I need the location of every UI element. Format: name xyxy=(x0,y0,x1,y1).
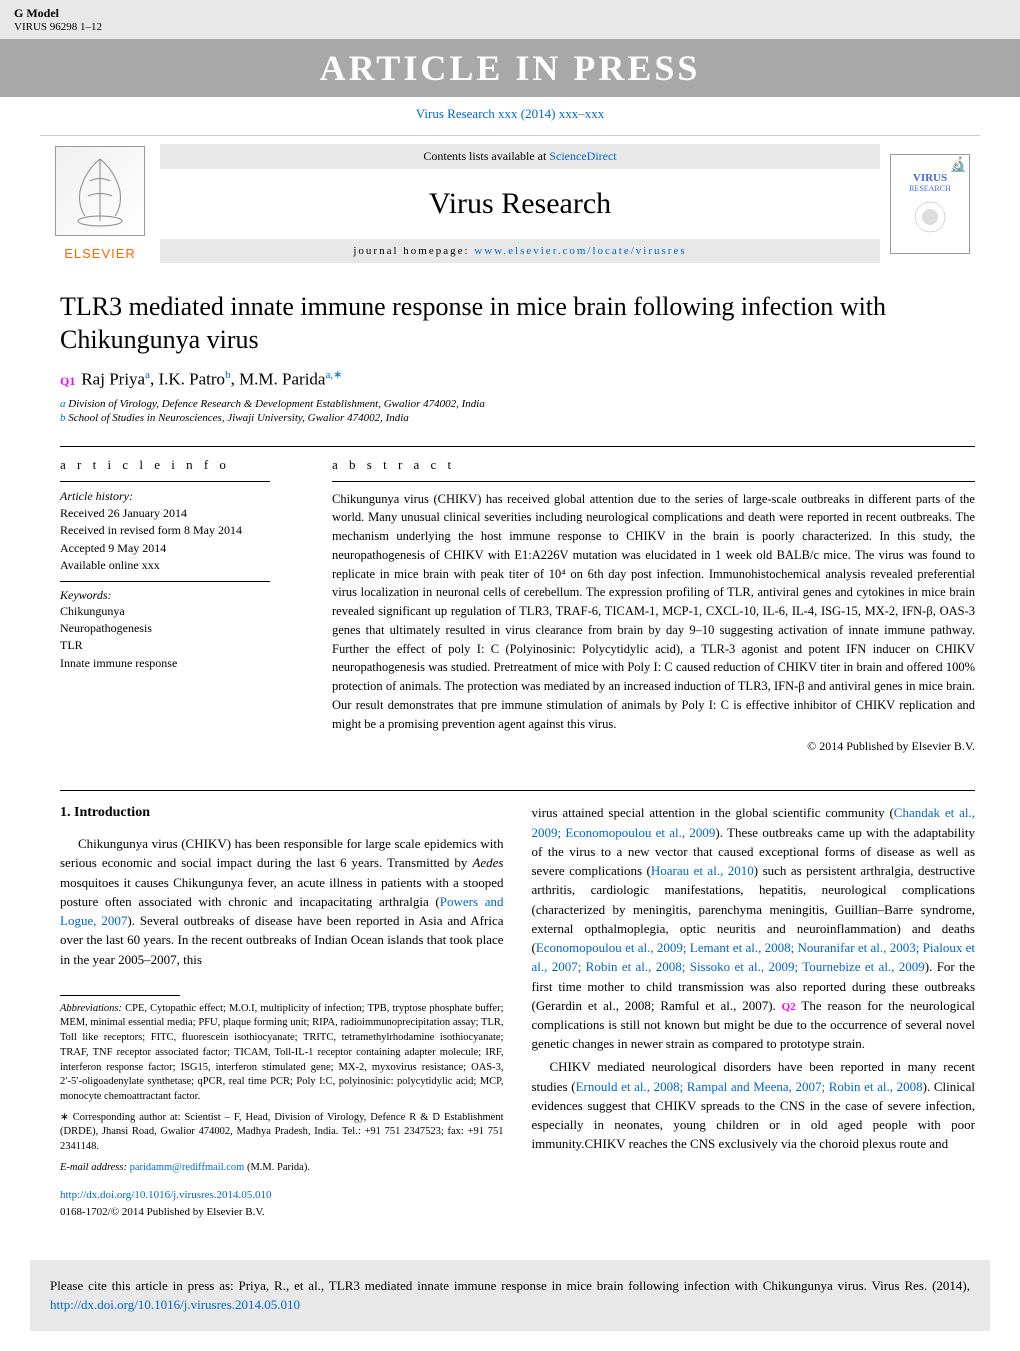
footnotes-block: Abbreviations: CPE, Cytopathic effect; M… xyxy=(60,995,504,1176)
affiliation-a: a Division of Virology, Defence Research… xyxy=(60,398,975,410)
keyword-3: TLR xyxy=(60,637,300,654)
author-3-corr: ∗ xyxy=(333,369,342,381)
intro-ref4[interactable]: Economopoulou et al., 2009; Lemant et al… xyxy=(532,940,976,974)
elsevier-text: ELSEVIER xyxy=(64,246,136,261)
history-accepted: Accepted 9 May 2014 xyxy=(60,540,300,557)
intro-para-2: virus attained special attention in the … xyxy=(532,803,976,1053)
intro-p1d: ). Several outbreaks of disease have bee… xyxy=(60,913,504,966)
intro-col-right: virus attained special attention in the … xyxy=(532,803,976,1219)
affil-a-text: Division of Virology, Defence Research &… xyxy=(68,398,485,410)
footnote-divider xyxy=(60,995,180,996)
homepage-url[interactable]: www.elsevier.com/locate/virusres xyxy=(474,245,686,257)
intro-para-1: Chikungunya virus (CHIKV) has been respo… xyxy=(60,834,504,969)
intro-ref5[interactable]: Ernould et al., 2008; Rampal and Meena, … xyxy=(576,1079,923,1094)
author-line: Q1Raj Priyaa, I.K. Patrob, M.M. Paridaa,… xyxy=(60,368,975,390)
article-info-block: a r t i c l e i n f o Article history: R… xyxy=(60,457,300,755)
email-suffix: (M.M. Parida). xyxy=(244,1162,310,1173)
cover-subtitle: RESEARCH xyxy=(909,184,951,193)
info-abstract-row: a r t i c l e i n f o Article history: R… xyxy=(60,446,975,755)
article-body: TLR3 mediated innate immune response in … xyxy=(0,271,1020,1230)
info-divider-1 xyxy=(60,481,270,482)
q1-mark: Q1 xyxy=(60,374,75,388)
doi-block: http://dx.doi.org/10.1016/j.virusres.201… xyxy=(60,1187,504,1220)
abstract-text: Chikungunya virus (CHIKV) has received g… xyxy=(332,490,975,734)
homepage-bar: journal homepage: www.elsevier.com/locat… xyxy=(160,239,880,263)
abbreviations-footnote: Abbreviations: CPE, Cytopathic effect; M… xyxy=(60,1002,504,1105)
email-footnote: E-mail address: paridamm@rediffmail.com … xyxy=(60,1161,504,1176)
keyword-1: Chikungunya xyxy=(60,603,300,620)
abstract-divider xyxy=(332,481,975,482)
article-title: TLR3 mediated innate immune response in … xyxy=(60,291,975,356)
article-id: VIRUS 96298 1–12 xyxy=(14,21,1006,33)
intro-p2a: virus attained special attention in the … xyxy=(532,805,894,820)
issn-line: 0168-1702/© 2014 Published by Elsevier B… xyxy=(60,1206,265,1218)
journal-model-bar: G Model VIRUS 96298 1–12 xyxy=(0,0,1020,39)
author-2: , I.K. Patro xyxy=(150,370,225,389)
info-divider-2 xyxy=(60,581,270,582)
abstract-block: a b s t r a c t Chikungunya virus (CHIKV… xyxy=(332,457,975,755)
history-received: Received 26 January 2014 xyxy=(60,505,300,522)
intro-para-3: CHIKV mediated neurological disorders ha… xyxy=(532,1057,976,1153)
cover-corner-icon: 🔬 xyxy=(950,157,967,174)
intro-p1a: Chikungunya virus (CHIKV) has been respo… xyxy=(60,836,504,870)
intro-heading: 1. Introduction xyxy=(60,803,504,824)
author-3-affil: a, xyxy=(325,369,333,381)
contents-bar: Contents lists available at ScienceDirec… xyxy=(160,144,880,169)
g-model-label: G Model xyxy=(14,6,1006,21)
sciencedirect-link[interactable]: ScienceDirect xyxy=(549,149,616,163)
intro-p1b: Aedes xyxy=(472,855,503,870)
issue-link-row: Virus Research xxx (2014) xxx–xxx xyxy=(0,97,1020,131)
history-revised: Received in revised form 8 May 2014 xyxy=(60,522,300,539)
keywords-label: Keywords: xyxy=(60,588,300,603)
abbrev-text: CPE, Cytopathic effect; M.O.I, multiplic… xyxy=(60,1003,504,1102)
homepage-prefix: journal homepage: xyxy=(353,245,474,257)
article-info-heading: a r t i c l e i n f o xyxy=(60,457,300,473)
email-label: E-mail address: xyxy=(60,1162,130,1173)
email-link[interactable]: paridamm@rediffmail.com xyxy=(130,1162,245,1173)
keyword-2: Neuropathogenesis xyxy=(60,620,300,637)
elsevier-logo-block: ELSEVIER xyxy=(40,136,160,271)
press-banner: ARTICLE IN PRESS xyxy=(0,39,1020,97)
author-3: , M.M. Parida xyxy=(231,370,326,389)
journal-cover-block: 🔬 VIRUS RESEARCH xyxy=(880,136,980,271)
header-center: Contents lists available at ScienceDirec… xyxy=(160,136,880,271)
cite-text: Please cite this article in press as: Pr… xyxy=(50,1278,970,1293)
journal-title: Virus Research xyxy=(160,187,880,221)
abbrev-label: Abbreviations: xyxy=(60,1003,122,1014)
affil-b-text: School of Studies in Neurosciences, Jiwa… xyxy=(68,412,409,424)
journal-cover-icon: 🔬 VIRUS RESEARCH xyxy=(890,154,970,254)
abstract-heading: a b s t r a c t xyxy=(332,457,975,473)
history-label: Article history: xyxy=(60,488,300,505)
issue-link[interactable]: Virus Research xxx (2014) xxx–xxx xyxy=(416,106,604,121)
affiliation-b: b School of Studies in Neurosciences, Ji… xyxy=(60,412,975,424)
elsevier-tree-icon xyxy=(55,146,145,236)
author-1: Raj Priya xyxy=(81,370,145,389)
corresponding-author-footnote: ∗ Corresponding author at: Scientist – F… xyxy=(60,1111,504,1155)
introduction-section: 1. Introduction Chikungunya virus (CHIKV… xyxy=(60,790,975,1219)
cite-doi-link[interactable]: http://dx.doi.org/10.1016/j.virusres.201… xyxy=(50,1297,300,1312)
citation-box: Please cite this article in press as: Pr… xyxy=(30,1260,990,1331)
contents-prefix: Contents lists available at xyxy=(423,149,549,163)
keyword-4: Innate immune response xyxy=(60,655,300,672)
q2-mark: Q2 xyxy=(782,1001,796,1013)
intro-ref3[interactable]: Hoarau et al., 2010 xyxy=(651,863,754,878)
doi-link[interactable]: http://dx.doi.org/10.1016/j.virusres.201… xyxy=(60,1189,272,1201)
journal-header: ELSEVIER Contents lists available at Sci… xyxy=(40,135,980,271)
abstract-copyright: © 2014 Published by Elsevier B.V. xyxy=(332,739,975,754)
intro-p1c: mosquitoes it causes Chikungunya fever, … xyxy=(60,875,504,909)
history-online: Available online xxx xyxy=(60,557,300,574)
intro-col-left: 1. Introduction Chikungunya virus (CHIKV… xyxy=(60,803,504,1219)
cover-title: VIRUS xyxy=(913,172,947,184)
